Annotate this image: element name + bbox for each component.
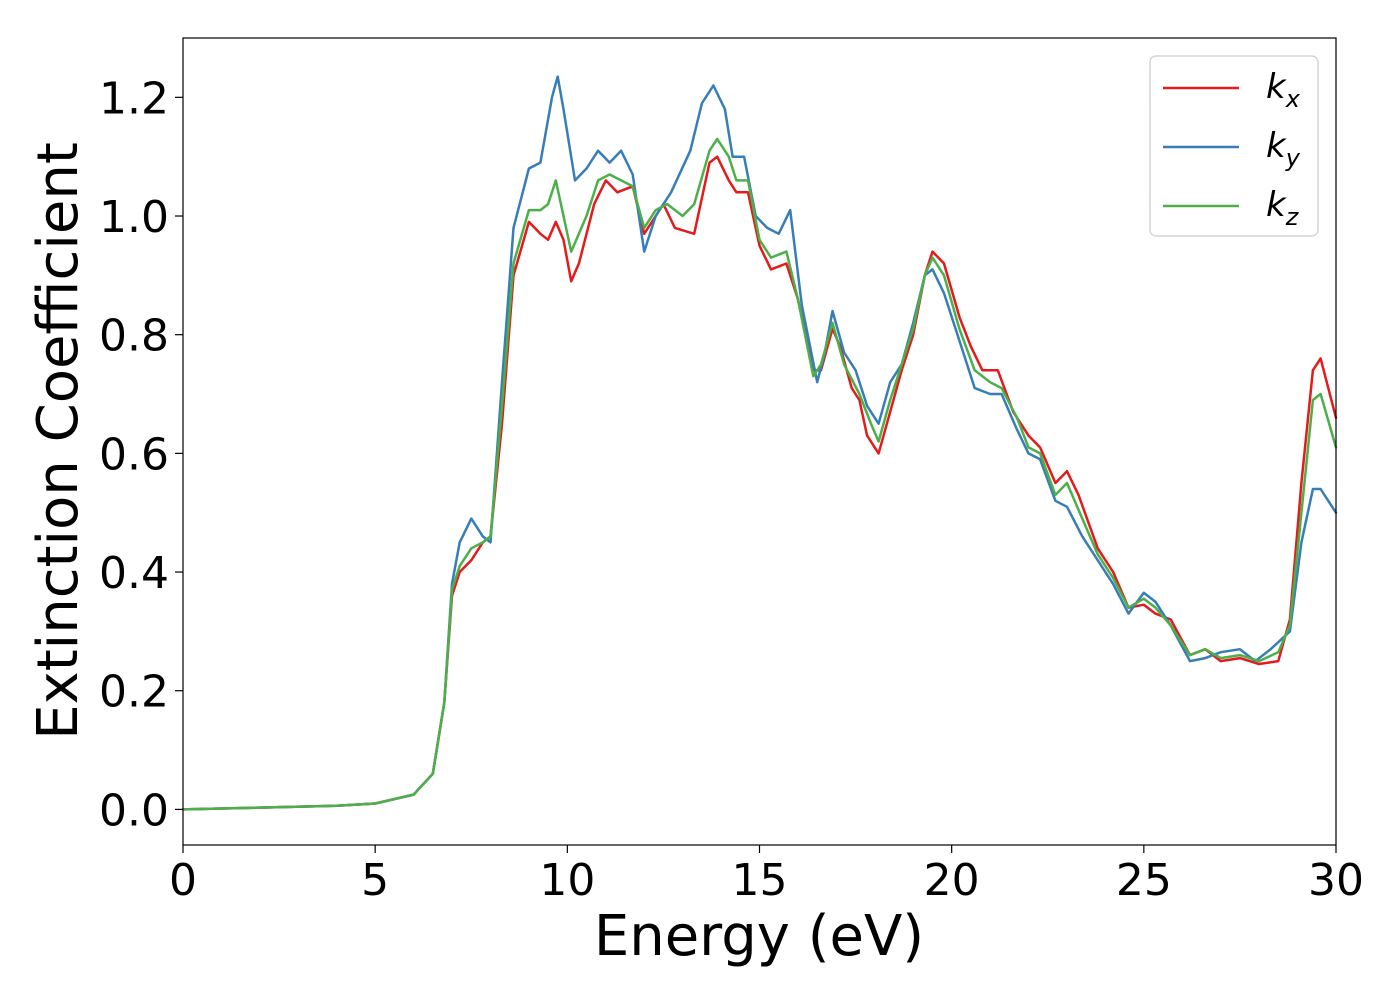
legend-label-y: ky xyxy=(1266,126,1301,172)
series-line-z xyxy=(181,137,1338,811)
legend: kx ky kz xyxy=(1149,55,1319,237)
y-tick-label: 1.2 xyxy=(99,73,169,124)
x-tick-label: 0 xyxy=(169,855,197,906)
y-tick-label: 0.8 xyxy=(99,311,169,362)
x-tick-label: 5 xyxy=(361,855,389,906)
y-tick-label: 0.4 xyxy=(99,548,169,599)
series-group xyxy=(181,75,1338,811)
legend-label-x: kx xyxy=(1266,67,1301,113)
x-tick-label: 15 xyxy=(732,855,788,906)
x-tick-label: 20 xyxy=(924,855,980,906)
y-axis: 0.0 0.2 0.4 0.6 0.8 1.0 1.2 xyxy=(99,73,183,836)
x-tick-label: 25 xyxy=(1116,855,1172,906)
x-tick-label: 10 xyxy=(539,855,595,906)
series-line-x xyxy=(181,155,1338,811)
y-tick-label: 0.0 xyxy=(99,785,169,836)
y-tick-label: 0.2 xyxy=(99,667,169,718)
y-axis-label: Extinction Coefficient xyxy=(26,142,91,740)
series-line-y xyxy=(181,75,1338,811)
x-axis-label: Energy (eV) xyxy=(594,904,924,969)
legend-label-z: kz xyxy=(1266,185,1300,231)
x-tick-label: 30 xyxy=(1308,855,1364,906)
y-tick-label: 1.0 xyxy=(99,192,169,243)
x-axis: 0 5 10 15 20 25 30 xyxy=(169,845,1364,906)
y-tick-label: 0.6 xyxy=(99,429,169,480)
